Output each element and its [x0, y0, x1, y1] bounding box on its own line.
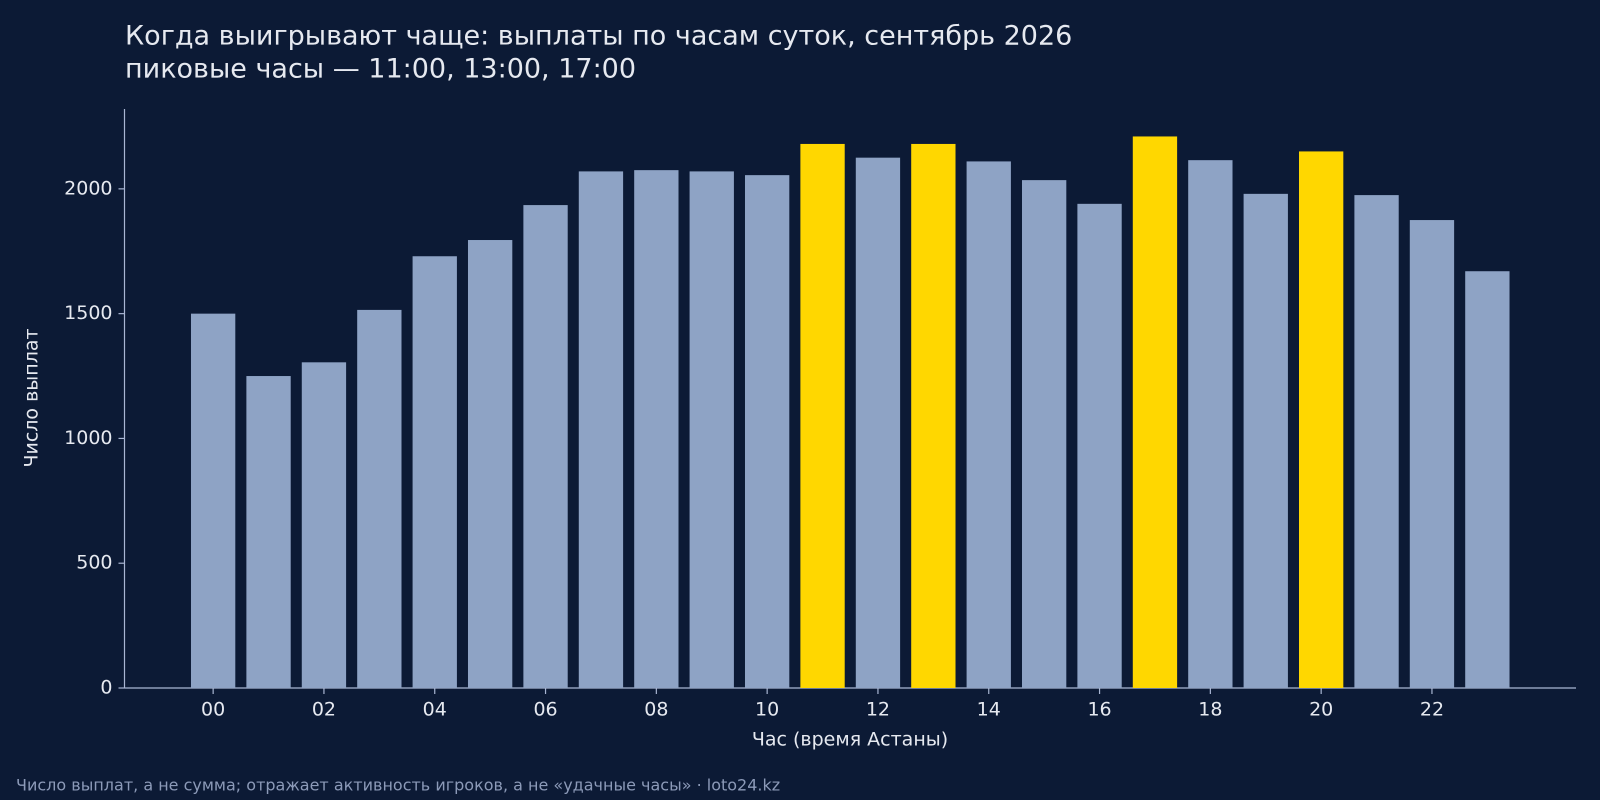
x-tick-label: 16 [1087, 699, 1111, 721]
bar [1188, 160, 1233, 689]
bar [246, 376, 291, 688]
y-axis-label: Число выплат [21, 328, 43, 467]
x-tick-label: 12 [866, 699, 890, 721]
bar [1077, 203, 1122, 688]
x-tick-label: 22 [1420, 699, 1444, 721]
x-tick-label: 10 [755, 699, 779, 721]
bar [578, 171, 624, 689]
y-tick-label: 1500 [64, 302, 112, 324]
chart-subtitle: пиковые часы — 11:00, 13:00, 17:00 [125, 54, 636, 85]
x-tick-label: 18 [1198, 699, 1222, 721]
footnote: Число выплат, а не сумма; отражает актив… [16, 776, 780, 795]
bar [1021, 180, 1067, 689]
bar [1298, 151, 1344, 688]
bar [966, 161, 1011, 688]
bar [1354, 195, 1399, 688]
bar [689, 171, 734, 689]
x-tick-label: 02 [312, 699, 336, 721]
y-tick-label: 0 [100, 677, 112, 699]
chart-title: Когда выигрывают чаще: выплаты по часам … [125, 21, 1072, 52]
bar [357, 309, 402, 688]
bar [467, 240, 513, 688]
bar [1243, 193, 1288, 688]
bar [800, 143, 845, 689]
bar [634, 170, 679, 688]
bar [1409, 220, 1455, 688]
bar [523, 205, 568, 688]
x-tick-label: 20 [1309, 699, 1333, 721]
x-tick-label: 04 [423, 699, 447, 721]
y-tick-label: 500 [76, 552, 112, 574]
x-tick-label: 14 [977, 699, 1001, 721]
bar [911, 143, 956, 689]
bar [855, 157, 901, 688]
bar [190, 313, 236, 688]
y-tick-label: 2000 [64, 177, 112, 199]
bar [301, 362, 347, 688]
x-tick-label: 06 [533, 699, 557, 721]
x-tick-label: 08 [644, 699, 668, 721]
bar [412, 256, 457, 688]
y-tick-label: 1000 [64, 427, 112, 449]
x-axis-label: Час (время Астаны) [752, 729, 948, 751]
bar [1132, 136, 1178, 689]
bar [1465, 271, 1510, 688]
bar [744, 175, 790, 689]
x-tick-label: 00 [201, 699, 225, 721]
